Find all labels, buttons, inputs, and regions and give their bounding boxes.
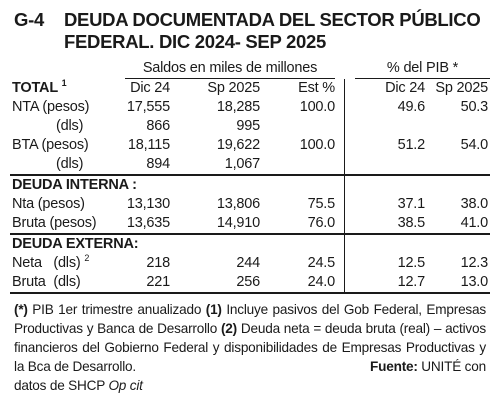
table-cell: 18,115: [127, 137, 170, 153]
table-group-header: Saldos en miles de millones % del PIB *: [10, 59, 490, 79]
table-cell: 24.0: [307, 274, 336, 290]
row-label: Neta (dls) 2: [12, 253, 90, 271]
row-label: Bruta (pesos): [12, 215, 97, 231]
section-interna: DEUDA INTERNA : Nta (pesos) 13,130 13,80…: [10, 176, 490, 233]
table-cell: 38.5: [397, 215, 426, 231]
source-continuation: datos de SHCP Op cit: [14, 378, 143, 393]
row-label: Nta (pesos): [12, 196, 85, 212]
table-cell: 19,622: [216, 137, 260, 153]
table-cell: 13,635: [126, 215, 170, 231]
table-cell: 100.0: [299, 137, 335, 153]
section-heading-row: DEUDA EXTERNA:: [10, 235, 490, 254]
section-heading: DEUDA INTERNA :: [12, 177, 137, 193]
column-divider: [344, 79, 345, 175]
section-externa: DEUDA EXTERNA: Neta (dls) 2 218 244 24.5…: [10, 235, 490, 292]
col-header: Sp 2025: [207, 80, 260, 96]
table-cell: 38.0: [460, 196, 489, 212]
table-cell: 75.5: [307, 196, 336, 212]
table-cell: 37.1: [397, 196, 426, 212]
group-header-balances: Saldos en miles de millones: [142, 60, 318, 76]
note-mark: (*): [14, 302, 28, 317]
table-cell: 1,067: [224, 156, 260, 172]
row-label: Bruta (dls): [12, 274, 81, 290]
table-cell: 14,910: [216, 215, 260, 231]
column-divider: [344, 176, 345, 233]
note-text: Incluye pasivos del Gob Federal, Empresa…: [14, 302, 486, 336]
debt-table: Saldos en miles de millones % del PIB * …: [10, 59, 490, 294]
col-header: Est %: [298, 80, 335, 96]
table-cell: 24.5: [307, 255, 336, 271]
table-cell: 894: [146, 156, 170, 172]
table-cell: 866: [146, 118, 170, 134]
table-cell: 18,285: [216, 99, 260, 115]
table-row: Nta (pesos) 13,130 13,806 75.5 37.1 38.0: [10, 195, 490, 214]
table-row: Bruta (pesos) 13,635 14,910 76.0 38.5 41…: [10, 214, 490, 233]
title-line1: DEUDA DOCUMENTADA DEL SECTOR PÚBLICO: [64, 9, 481, 30]
title-line2: FEDERAL. DIC 2024- SEP 2025: [64, 31, 326, 52]
table-cell: 17,555: [126, 99, 170, 115]
table-cell: 12.3: [460, 255, 489, 271]
row-label: (dls): [56, 156, 84, 172]
group-rule-balances: [125, 78, 335, 79]
table-cell: 13,806: [216, 196, 260, 212]
table-row: (dls) 894 1,067: [10, 155, 490, 174]
table-bottom-rule: [10, 292, 490, 294]
table-cell: 50.3: [460, 99, 489, 115]
row-label: (dls): [56, 118, 84, 134]
row-label: NTA (pesos): [12, 99, 90, 115]
table-cell: 13.0: [460, 274, 489, 290]
table-cell: 51.2: [397, 137, 426, 153]
table-row: Neta (dls) 2 218 244 24.5 12.5 12.3: [10, 254, 490, 273]
table-cell: 54.0: [460, 137, 489, 153]
section-total: TOTAL 1 Dic 24 Sp 2025 Est % Dic 24 Sp 2…: [10, 79, 490, 175]
table-cell: 12.5: [397, 255, 426, 271]
table-row: NTA (pesos) 17,555 18,285 100.0 49.6 50.…: [10, 98, 490, 117]
group-header-gdp: % del PIB *: [386, 60, 459, 76]
table-cell: 12.7: [397, 274, 426, 290]
table-row: BTA (pesos) 18,115 19,622 100.0 51.2 54.…: [10, 136, 490, 155]
title-code: G-4: [14, 9, 44, 30]
note-text: PIB 1er trimestre anualizado: [27, 302, 206, 317]
note-text: Deuda neta = deuda bruta (real) – activo…: [14, 321, 486, 374]
section-divider: [10, 233, 490, 235]
table-cell: 995: [236, 118, 260, 134]
section-divider: [10, 174, 490, 176]
table-cell: 256: [236, 274, 260, 290]
note-mark: (1): [205, 302, 222, 317]
col-header: Sp 2025: [435, 80, 488, 96]
table-cell: 100.0: [299, 99, 335, 115]
col-header: Dic 24: [385, 80, 425, 96]
group-rule-gdp: [355, 78, 490, 79]
footnotes: (*) PIB 1er trimestre anualizado (1) Inc…: [14, 300, 486, 395]
table-cell: 218: [146, 255, 170, 271]
table-cell: 13,130: [126, 196, 170, 212]
table-cell: 41.0: [460, 215, 489, 231]
table-cell: 244: [236, 255, 260, 271]
note-mark: (2): [220, 321, 237, 336]
section-heading: DEUDA EXTERNA:: [12, 236, 139, 252]
table-cell: 49.6: [397, 99, 426, 115]
table-cell: 221: [146, 274, 170, 290]
column-header-row: TOTAL 1 Dic 24 Sp 2025 Est % Dic 24 Sp 2…: [10, 79, 490, 98]
column-divider: [344, 235, 345, 292]
table-row: Bruta (dls) 221 256 24.0 12.7 13.0: [10, 273, 490, 292]
page-title: G-4 DEUDA DOCUMENTADA DEL SECTOR PÚBLICO …: [14, 9, 481, 53]
total-label: TOTAL 1: [12, 78, 67, 96]
source-line: Fuente: UNITÉ con: [370, 359, 486, 374]
table-cell: 76.0: [307, 215, 336, 231]
section-heading-row: DEUDA INTERNA :: [10, 176, 490, 195]
row-label: BTA (pesos): [12, 137, 89, 153]
col-header: Dic 24: [130, 80, 170, 96]
table-row: (dls) 866 995: [10, 117, 490, 136]
